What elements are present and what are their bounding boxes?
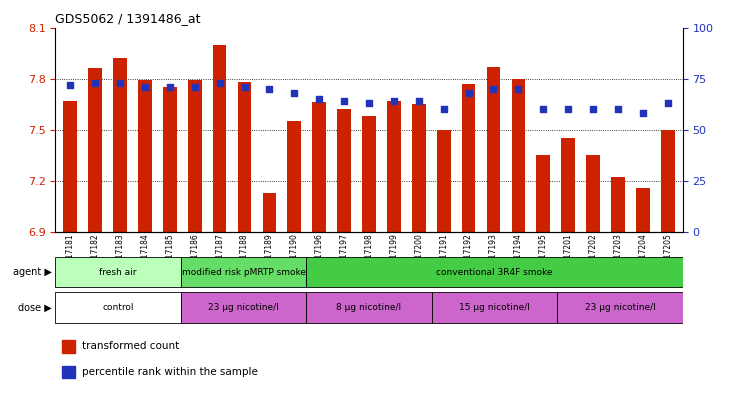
Point <box>263 86 275 92</box>
Text: GDS5062 / 1391486_at: GDS5062 / 1391486_at <box>55 12 201 25</box>
Text: modified risk pMRTP smoke: modified risk pMRTP smoke <box>182 268 306 277</box>
Bar <box>62 340 75 353</box>
FancyBboxPatch shape <box>55 292 181 323</box>
Point <box>488 86 500 92</box>
Bar <box>636 187 649 232</box>
FancyBboxPatch shape <box>181 257 306 287</box>
Bar <box>586 155 600 232</box>
Point <box>388 98 400 104</box>
Bar <box>163 87 176 232</box>
Bar <box>486 67 500 232</box>
Point <box>114 79 126 86</box>
Point <box>463 90 475 96</box>
Bar <box>362 116 376 232</box>
Point <box>139 84 151 90</box>
Text: 15 μg nicotine/l: 15 μg nicotine/l <box>459 303 530 312</box>
Bar <box>63 101 77 232</box>
FancyBboxPatch shape <box>181 292 306 323</box>
Point <box>438 106 449 112</box>
Bar <box>213 44 227 232</box>
Bar <box>611 177 625 232</box>
Point <box>363 100 375 106</box>
FancyBboxPatch shape <box>55 257 181 287</box>
Bar <box>537 155 550 232</box>
Bar <box>412 104 426 232</box>
Text: percentile rank within the sample: percentile rank within the sample <box>82 367 258 377</box>
Bar <box>387 101 401 232</box>
Bar <box>238 82 252 232</box>
Text: dose ▶: dose ▶ <box>18 303 52 312</box>
Point <box>537 106 549 112</box>
Text: agent ▶: agent ▶ <box>13 267 52 277</box>
Text: 8 μg nicotine/l: 8 μg nicotine/l <box>337 303 401 312</box>
Bar <box>511 79 525 232</box>
Point <box>662 100 674 106</box>
Point <box>338 98 350 104</box>
Point <box>637 110 649 116</box>
Text: 23 μg nicotine/l: 23 μg nicotine/l <box>584 303 655 312</box>
Bar <box>62 366 75 378</box>
Bar <box>263 193 276 232</box>
Bar <box>138 80 152 232</box>
Point <box>238 84 250 90</box>
Point <box>413 98 424 104</box>
Point <box>189 84 201 90</box>
Bar <box>188 80 201 232</box>
Point <box>64 82 76 88</box>
FancyBboxPatch shape <box>306 292 432 323</box>
Point <box>587 106 599 112</box>
Text: control: control <box>103 303 134 312</box>
Bar <box>337 109 351 232</box>
Point <box>89 79 101 86</box>
FancyBboxPatch shape <box>557 292 683 323</box>
Point <box>314 96 325 102</box>
Point <box>562 106 574 112</box>
Bar <box>113 58 127 232</box>
Point <box>612 106 624 112</box>
Bar <box>89 68 102 232</box>
FancyBboxPatch shape <box>432 292 557 323</box>
Text: transformed count: transformed count <box>82 341 179 351</box>
Point <box>512 86 524 92</box>
Bar <box>562 138 575 232</box>
FancyBboxPatch shape <box>306 257 683 287</box>
Text: fresh air: fresh air <box>100 268 137 277</box>
Point <box>214 79 226 86</box>
Bar <box>462 84 475 232</box>
Point <box>164 84 176 90</box>
Bar <box>661 130 675 232</box>
Bar <box>437 130 450 232</box>
Bar <box>288 121 301 232</box>
Point <box>289 90 300 96</box>
Text: 23 μg nicotine/l: 23 μg nicotine/l <box>208 303 279 312</box>
Bar <box>312 103 326 232</box>
Text: conventional 3R4F smoke: conventional 3R4F smoke <box>436 268 553 277</box>
